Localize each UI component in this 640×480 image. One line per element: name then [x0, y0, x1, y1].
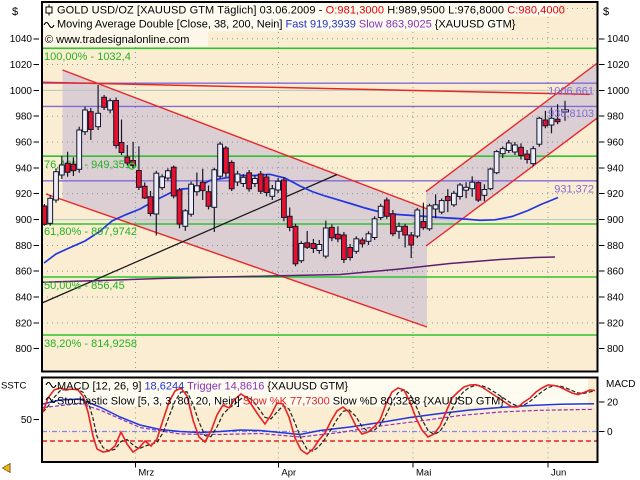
- svg-text:GOLD USD/OZ [XAUUSD GTM Tägli: GOLD USD/OZ [XAUUSD GTM Täglich] 03.06.2…: [57, 5, 565, 17]
- svg-text:1020: 1020: [10, 60, 33, 71]
- svg-text:900: 900: [15, 215, 32, 226]
- svg-text:© www.tradesignalonline.com: © www.tradesignalonline.com: [45, 34, 189, 46]
- svg-text:880: 880: [15, 241, 32, 252]
- svg-text:938,8103: 938,8103: [548, 108, 594, 120]
- svg-text:1006,661: 1006,661: [548, 86, 594, 98]
- svg-text:980: 980: [607, 112, 624, 123]
- svg-text:1040: 1040: [10, 34, 33, 45]
- svg-text:980: 980: [15, 112, 32, 123]
- svg-text:0: 0: [607, 427, 613, 438]
- svg-text:820: 820: [15, 318, 32, 329]
- svg-text:61,80% - 897,9742: 61,80% - 897,9742: [44, 226, 137, 238]
- svg-text:880: 880: [607, 241, 624, 252]
- svg-text:920: 920: [15, 189, 32, 200]
- svg-text:940: 940: [15, 163, 32, 174]
- svg-text:860: 860: [15, 267, 32, 278]
- svg-text:Stochastic Slow [5, 3, 3, 80,: Stochastic Slow [5, 3, 3, 80, 20, Nein] …: [57, 396, 504, 408]
- svg-text:800: 800: [15, 344, 32, 355]
- svg-text:Mrz: Mrz: [138, 468, 154, 479]
- svg-text:$: $: [12, 6, 18, 18]
- svg-text:900: 900: [607, 215, 624, 226]
- svg-text:840: 840: [15, 293, 32, 304]
- svg-text:Moving Average Double [Close,: Moving Average Double [Close, 38, 200, N…: [57, 19, 516, 31]
- svg-text:920: 920: [607, 189, 624, 200]
- svg-text:Mai: Mai: [416, 468, 431, 479]
- svg-text:840: 840: [607, 293, 624, 304]
- svg-text:820: 820: [607, 318, 624, 329]
- svg-text:76,40% - 949,3516: 76,40% - 949,3516: [44, 159, 137, 171]
- svg-text:Apr: Apr: [281, 468, 296, 479]
- svg-text:960: 960: [607, 138, 624, 149]
- svg-text:860: 860: [607, 267, 624, 278]
- svg-text:940: 940: [607, 163, 624, 174]
- svg-text:Jun: Jun: [551, 468, 566, 479]
- svg-text:20: 20: [607, 398, 619, 409]
- svg-text:$: $: [603, 6, 609, 18]
- svg-text:MACD: MACD: [606, 379, 635, 390]
- svg-text:SSTC: SSTC: [1, 381, 26, 392]
- svg-text:800: 800: [607, 344, 624, 355]
- svg-text:50: 50: [21, 415, 33, 426]
- svg-text:931,372: 931,372: [554, 184, 594, 196]
- svg-text:1000: 1000: [607, 86, 630, 97]
- svg-text:1000: 1000: [10, 86, 33, 97]
- svg-text:1020: 1020: [607, 60, 630, 71]
- svg-text:50,00% - 856,45: 50,00% - 856,45: [44, 280, 125, 292]
- svg-text:960: 960: [15, 138, 32, 149]
- svg-text:MACD [12, 26, 9] 18,6244 Trigg: MACD [12, 26, 9] 18,6244 Trigger 14,8616…: [57, 381, 348, 393]
- svg-text:38,20% - 814,9258: 38,20% - 814,9258: [44, 338, 137, 350]
- svg-text:1040: 1040: [607, 34, 630, 45]
- svg-text:100,00% - 1032,4: 100,00% - 1032,4: [44, 51, 131, 63]
